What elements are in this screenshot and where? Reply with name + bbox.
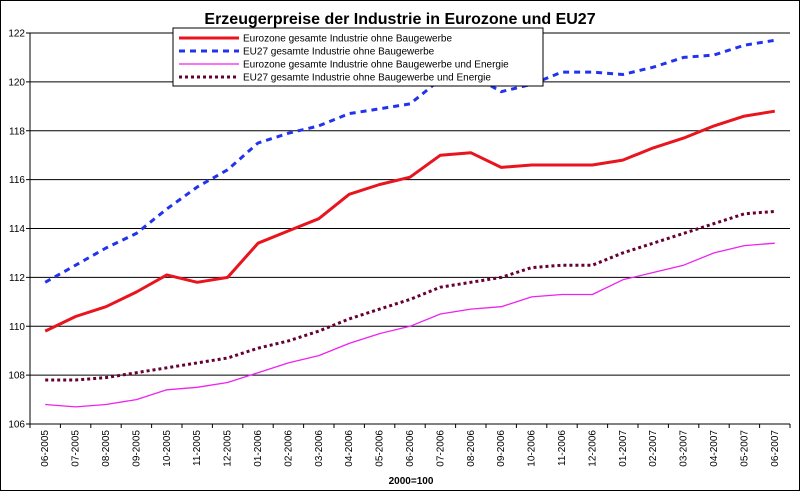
x-tick-label: 02-2006 [283,430,294,467]
legend: Eurozone gesamte Industrie ohne Baugewer… [172,27,544,87]
series-layer [44,38,776,408]
y-tick-label: 106 [8,420,25,431]
x-tick-label: 04-2006 [344,430,355,467]
x-tick-label: 01-2006 [253,430,264,467]
y-tick-label: 120 [8,77,25,88]
x-tick-label: 04-2007 [709,430,720,467]
y-tick-label: 108 [8,371,25,382]
x-tick-label: 03-2006 [314,430,325,467]
legend-label-4: EU27 gesamte Industrie ohne Baugewerbe u… [243,73,491,84]
y-tick-label: 122 [8,29,25,40]
y-tick-label: 118 [9,126,25,137]
y-tick-label: 114 [9,224,25,235]
x-tick-label: 09-2005 [131,430,142,467]
x-tick-label: 01-2007 [618,430,629,467]
y-tick-label: 116 [9,175,25,186]
x-tick-label: 11-2005 [192,430,203,466]
x-tick-label: 03-2007 [679,430,690,467]
x-tick-label: 08-2006 [466,430,477,467]
legend-label-1: Eurozone gesamte Industrie ohne Baugewer… [243,34,452,45]
x-tick-label: 06-2007 [770,430,781,467]
chart-title: Erzeugerpreise der Industrie in Eurozone… [204,11,595,28]
x-tick-label: 02-2007 [648,430,659,467]
legend-label-3: Eurozone gesamte Industrie ohne Baugewer… [243,60,509,71]
x-tick-label: 09-2006 [496,430,507,467]
x-tick-label: 07-2005 [71,430,82,467]
y-tick-label: 110 [9,322,25,333]
series-line-2 [44,38,776,284]
x-tick-label: 06-2005 [40,430,51,467]
axes: 106 108 110 112 114 116 118 120 122 06-2005 07-200… [8,29,791,467]
series-line-3 [45,242,775,408]
x-tick-label: 11-2006 [557,430,568,466]
x-axis-label: 2000=100 [389,476,434,487]
x-tick-label: 10-2005 [162,430,173,467]
x-tick-label: 05-2007 [739,430,750,467]
x-tick-label: 12-2005 [223,430,234,467]
x-tick-label: 05-2006 [375,430,386,467]
legend-label-2: EU27 gesamte Industrie ohne Baugewerbe [243,47,435,58]
x-tick-label: 06-2006 [405,430,416,467]
x-tick-label: 08-2005 [101,430,112,467]
x-tick-label: 12-2006 [587,430,598,467]
y-tick-label: 112 [9,273,25,284]
series-line-4 [45,209,775,382]
x-tick-label: 07-2006 [435,430,446,467]
series-line-1 [44,109,776,333]
x-tick-label: 10-2006 [527,430,538,467]
